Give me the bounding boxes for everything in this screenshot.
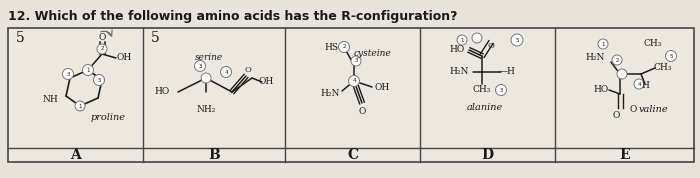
Text: H: H: [641, 82, 649, 90]
Circle shape: [472, 33, 482, 43]
Circle shape: [339, 41, 349, 53]
Text: 2: 2: [615, 57, 619, 62]
Text: O: O: [98, 33, 106, 41]
Circle shape: [201, 73, 211, 83]
Text: valine: valine: [638, 106, 668, 114]
Circle shape: [94, 75, 104, 85]
Text: O: O: [488, 42, 494, 50]
Text: 3: 3: [198, 64, 202, 69]
Text: proline: proline: [90, 114, 125, 122]
Circle shape: [220, 67, 232, 77]
Circle shape: [617, 69, 627, 79]
Text: O: O: [244, 66, 251, 74]
Text: 4: 4: [637, 82, 640, 87]
Text: B: B: [208, 148, 220, 162]
Text: alanine: alanine: [467, 103, 503, 112]
Circle shape: [62, 69, 74, 80]
Text: CH₃: CH₃: [644, 40, 662, 48]
Text: 4: 4: [352, 78, 356, 83]
Circle shape: [496, 85, 507, 96]
Text: C: C: [347, 148, 358, 162]
Circle shape: [457, 35, 467, 45]
Text: CH₃: CH₃: [473, 85, 491, 95]
Text: 2: 2: [342, 44, 346, 49]
Text: HS: HS: [324, 43, 338, 51]
Text: cysteine: cysteine: [353, 48, 391, 57]
Text: HO: HO: [594, 85, 608, 95]
Text: OH: OH: [258, 77, 274, 87]
Text: 1: 1: [86, 67, 90, 72]
Circle shape: [83, 64, 94, 75]
Text: HO: HO: [155, 88, 169, 96]
Text: CH₃: CH₃: [654, 64, 672, 72]
Circle shape: [97, 44, 107, 54]
Circle shape: [598, 39, 608, 49]
Text: 3: 3: [354, 59, 358, 64]
Text: 5: 5: [16, 31, 25, 45]
Circle shape: [75, 101, 85, 111]
Circle shape: [612, 55, 622, 65]
Text: 12. Which of the following amino acids has the R-configuration?: 12. Which of the following amino acids h…: [8, 10, 458, 23]
Circle shape: [634, 79, 644, 89]
Circle shape: [195, 61, 206, 72]
Text: 1: 1: [461, 38, 463, 43]
Text: OH: OH: [374, 82, 390, 91]
Text: 2: 2: [100, 46, 104, 51]
Text: H₂N: H₂N: [321, 88, 340, 98]
Text: H₂N: H₂N: [585, 54, 605, 62]
Text: 5: 5: [151, 31, 160, 45]
Text: OH: OH: [116, 54, 132, 62]
Text: 3: 3: [499, 88, 503, 93]
Text: O: O: [629, 106, 637, 114]
Text: A: A: [70, 148, 81, 162]
Circle shape: [349, 75, 360, 87]
Text: H₂N: H₂N: [449, 67, 469, 77]
Text: 1: 1: [601, 41, 605, 46]
Text: 5: 5: [97, 77, 101, 82]
Text: NH₂: NH₂: [196, 106, 216, 114]
Text: 1: 1: [78, 103, 82, 109]
Text: 3: 3: [66, 72, 70, 77]
Text: D: D: [482, 148, 494, 162]
Text: O: O: [612, 111, 620, 121]
Text: —H: —H: [498, 67, 515, 77]
Text: O: O: [358, 106, 365, 116]
Circle shape: [351, 56, 361, 66]
Circle shape: [511, 34, 523, 46]
Text: 5: 5: [669, 54, 673, 59]
Bar: [8, 28, 694, 162]
Text: E: E: [620, 148, 630, 162]
Text: 5: 5: [515, 38, 519, 43]
Text: 4: 4: [224, 69, 228, 75]
Text: HO: HO: [449, 46, 465, 54]
Text: NH: NH: [42, 95, 58, 103]
Text: serine: serine: [195, 54, 223, 62]
Circle shape: [666, 51, 676, 62]
